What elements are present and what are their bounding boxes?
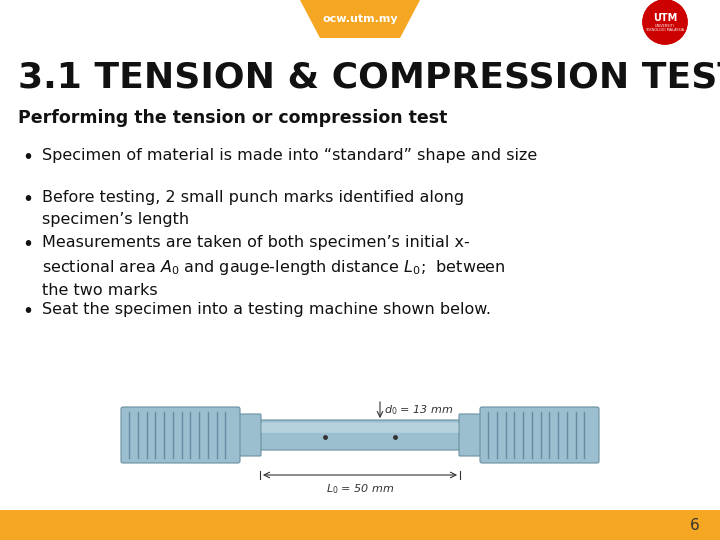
Text: Performing the tension or compression test: Performing the tension or compression te… [18, 109, 447, 127]
Text: Before testing, 2 small punch marks identified along
specimen’s length: Before testing, 2 small punch marks iden… [42, 190, 464, 227]
FancyBboxPatch shape [237, 414, 261, 456]
Text: ocw.utm.my: ocw.utm.my [322, 14, 398, 24]
FancyBboxPatch shape [121, 407, 240, 463]
Text: $d_0$ = 13 mm: $d_0$ = 13 mm [384, 403, 454, 417]
Text: Seat the specimen into a testing machine shown below.: Seat the specimen into a testing machine… [42, 302, 491, 317]
Bar [0, 510, 720, 540]
Text: $L_0$ = 50 mm: $L_0$ = 50 mm [325, 482, 395, 496]
Text: UTM: UTM [653, 13, 677, 23]
Text: •: • [22, 148, 34, 167]
FancyBboxPatch shape [480, 407, 599, 463]
FancyBboxPatch shape [459, 414, 483, 456]
Polygon shape [300, 0, 420, 38]
Text: 6: 6 [690, 517, 700, 532]
FancyBboxPatch shape [259, 420, 461, 450]
Circle shape [643, 0, 687, 44]
Text: •: • [22, 302, 34, 321]
Text: UNIVERSITI
TEKNOLOGI MALAYSIA: UNIVERSITI TEKNOLOGI MALAYSIA [646, 24, 685, 32]
Text: 3.1 TENSION & COMPRESSION TEST: 3.1 TENSION & COMPRESSION TEST [18, 61, 720, 95]
Text: Specimen of material is made into “standard” shape and size: Specimen of material is made into “stand… [42, 148, 537, 163]
Text: Measurements are taken of both specimen’s initial x-
sectional area $A_0$ and ga: Measurements are taken of both specimen’… [42, 235, 505, 298]
FancyBboxPatch shape [261, 422, 459, 433]
Text: •: • [22, 235, 34, 254]
Text: •: • [22, 190, 34, 209]
